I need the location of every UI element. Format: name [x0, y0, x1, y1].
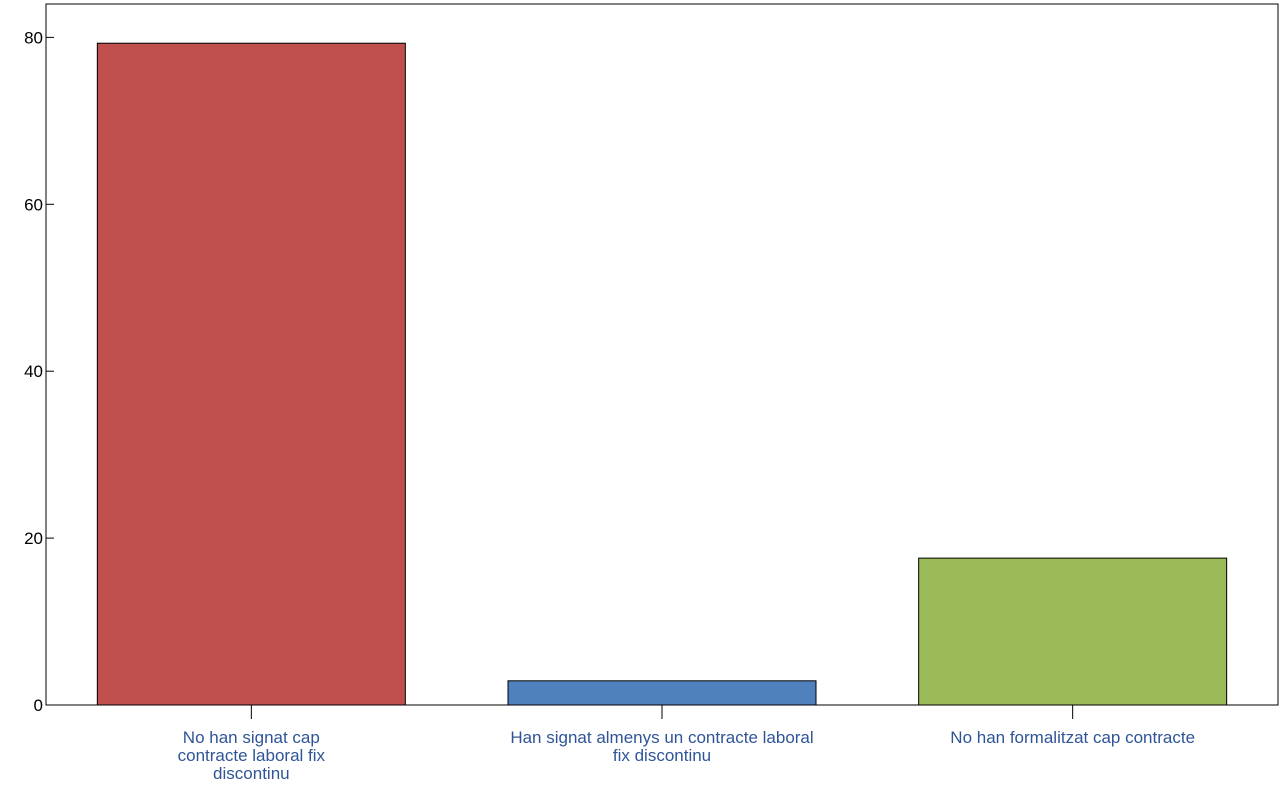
x-category-label-line: fix discontinu	[613, 746, 711, 765]
bar	[918, 557, 1228, 706]
x-category-label: No han formalitzat cap contracte	[950, 728, 1195, 747]
bars-layer	[96, 42, 1228, 706]
x-axis: No han signat cap contracte laboral fix di…	[178, 705, 1195, 783]
y-tick-label: 60	[24, 195, 43, 214]
x-category-label-line: No han signat cap	[183, 728, 320, 747]
x-category-label-line: Han signat almenys un contracte laboral	[510, 728, 813, 747]
x-category-label-line: No han formalitzat cap contracte	[950, 728, 1195, 747]
bar	[507, 680, 817, 706]
y-tick-label: 80	[24, 28, 43, 47]
y-tick-label: 0	[34, 696, 43, 715]
y-tick-label: 40	[24, 362, 43, 381]
y-tick-label: 20	[24, 529, 43, 548]
x-category-label: No han signat cap contracte laboral fix di…	[178, 728, 326, 783]
bar	[96, 42, 406, 706]
x-category-label: Han signat almenys un contracte laboral f…	[510, 728, 813, 765]
x-category-label-line: contracte laboral fix	[178, 746, 326, 765]
y-axis: 0 20 40 60 80	[24, 28, 54, 715]
x-category-label-line: discontinu	[213, 764, 290, 783]
